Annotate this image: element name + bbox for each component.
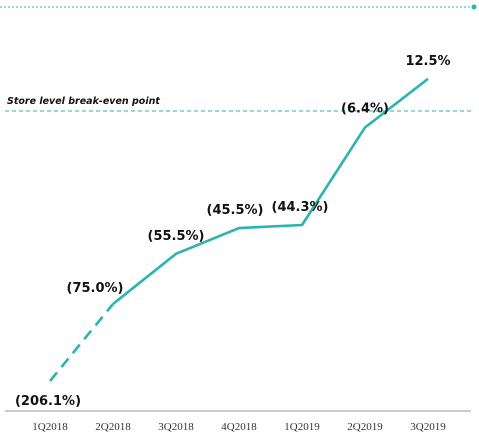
data-label: (55.5%) (148, 229, 205, 244)
data-label: (45.5%) (207, 203, 264, 218)
x-tick-labels: 1Q2018 2Q2018 3Q2018 4Q2018 1Q2019 2Q2019 3Q20… (32, 421, 446, 433)
data-label: (206.1%) (15, 394, 81, 409)
break-even-label: Store level break-even point (7, 96, 160, 107)
data-label: (44.3%) (272, 200, 329, 215)
x-tick-label: 3Q2019 (410, 421, 446, 433)
x-tick-label: 4Q2018 (221, 421, 257, 433)
data-label: 12.5% (405, 54, 450, 69)
series-line-dashed (48, 303, 115, 382)
x-tick-label: 2Q2019 (347, 421, 383, 433)
data-labels: (206.1%) (75.0%) (55.5%)(45.5%) (44.3%) (6.4… (15, 54, 451, 409)
series-line (112, 77, 429, 306)
series-lines (48, 77, 429, 382)
x-tick-label: 1Q2019 (284, 421, 320, 433)
x-tick-label: 2Q2018 (95, 421, 131, 433)
x-tick-label: 1Q2018 (32, 421, 68, 433)
data-label: (6.4%) (341, 101, 389, 116)
data-label: (75.0%) (67, 281, 124, 296)
x-tick-label: 3Q2018 (158, 421, 194, 433)
top-border-dot (471, 4, 477, 10)
